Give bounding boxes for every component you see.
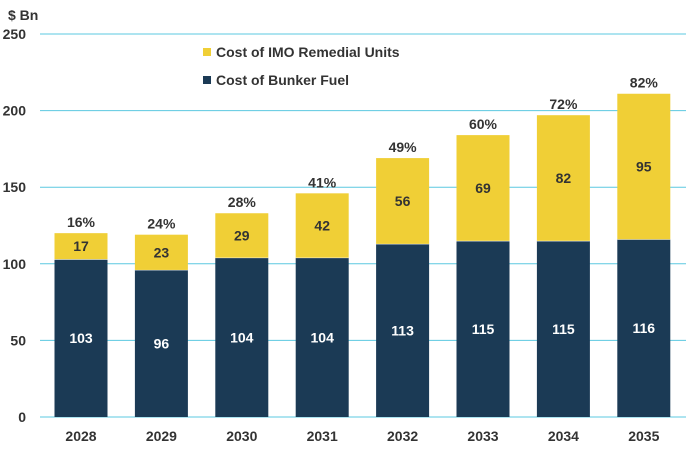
bar-bunker-fuel bbox=[376, 243, 430, 417]
data-label-percent: 16% bbox=[67, 214, 96, 230]
data-label-percent: 41% bbox=[308, 174, 337, 190]
data-label-bunker-fuel: 116 bbox=[633, 320, 656, 336]
bar-bunker-fuel bbox=[295, 257, 349, 417]
data-label-imo-remedial-units: 69 bbox=[475, 180, 491, 196]
bars: 103 17 16% 96 23 24% 104 29 28% 104 42 41% 113 56 49% 1… bbox=[54, 75, 671, 417]
x-tick-label: 2033 bbox=[467, 428, 498, 444]
x-tick-label: 2032 bbox=[387, 428, 418, 444]
y-tick-label: 200 bbox=[3, 103, 27, 119]
y-axis-unit-label: $ Bn bbox=[8, 7, 38, 23]
bar-imo-remedial-units bbox=[456, 135, 510, 241]
y-tick-label: 0 bbox=[18, 409, 26, 425]
bar-bunker-fuel bbox=[617, 239, 671, 417]
data-label-bunker-fuel: 104 bbox=[230, 329, 254, 345]
bar-imo-remedial-units bbox=[215, 213, 269, 258]
bar-bunker-fuel bbox=[215, 257, 269, 417]
data-label-percent: 28% bbox=[228, 194, 257, 210]
data-label-bunker-fuel: 115 bbox=[552, 321, 575, 337]
data-label-percent: 82% bbox=[630, 75, 659, 91]
y-tick-label: 250 bbox=[3, 26, 27, 42]
y-tick-label: 50 bbox=[10, 332, 26, 348]
x-tick-label: 2030 bbox=[226, 428, 257, 444]
y-axis-ticks: 0 50 100 150 200 250 bbox=[3, 26, 27, 425]
data-label-imo-remedial-units: 29 bbox=[234, 227, 250, 243]
data-label-percent: 24% bbox=[147, 216, 176, 232]
data-label-percent: 72% bbox=[549, 96, 578, 112]
x-tick-label: 2034 bbox=[548, 428, 579, 444]
y-tick-label: 150 bbox=[3, 179, 27, 195]
data-label-percent: 49% bbox=[389, 139, 418, 155]
bar-imo-remedial-units bbox=[617, 93, 671, 240]
data-label-bunker-fuel: 113 bbox=[391, 322, 414, 338]
x-tick-label: 2035 bbox=[628, 428, 659, 444]
data-label-bunker-fuel: 103 bbox=[69, 330, 93, 346]
data-label-imo-remedial-units: 23 bbox=[154, 244, 170, 260]
bar-bunker-fuel bbox=[456, 240, 510, 417]
legend-swatch bbox=[203, 76, 211, 84]
data-label-imo-remedial-units: 17 bbox=[73, 238, 89, 254]
data-label-imo-remedial-units: 82 bbox=[556, 170, 572, 186]
data-label-bunker-fuel: 115 bbox=[472, 321, 495, 337]
bar-imo-remedial-units bbox=[376, 158, 430, 244]
bar-bunker-fuel bbox=[54, 259, 108, 417]
x-axis-ticks: 2028 2029 2030 2031 2032 2033 2034 2035 bbox=[65, 428, 659, 444]
legend-label: Cost of Bunker Fuel bbox=[216, 72, 349, 88]
data-label-imo-remedial-units: 95 bbox=[636, 159, 652, 175]
bar-bunker-fuel bbox=[536, 240, 590, 417]
data-label-bunker-fuel: 104 bbox=[311, 329, 335, 345]
x-tick-label: 2031 bbox=[307, 428, 338, 444]
x-tick-label: 2029 bbox=[146, 428, 177, 444]
bar-imo-remedial-units bbox=[54, 233, 108, 260]
data-label-bunker-fuel: 96 bbox=[154, 335, 170, 351]
data-label-imo-remedial-units: 42 bbox=[314, 218, 330, 234]
x-tick-label: 2028 bbox=[65, 428, 96, 444]
bar-bunker-fuel bbox=[134, 269, 188, 417]
legend-label: Cost of IMO Remedial Units bbox=[216, 44, 400, 60]
bar-imo-remedial-units bbox=[295, 193, 349, 258]
bar-imo-remedial-units bbox=[134, 234, 188, 270]
bar-imo-remedial-units bbox=[536, 115, 590, 241]
data-label-imo-remedial-units: 56 bbox=[395, 193, 411, 209]
legend-swatch bbox=[203, 48, 211, 56]
y-tick-label: 100 bbox=[3, 256, 27, 272]
data-label-percent: 60% bbox=[469, 116, 498, 132]
legend: Cost of IMO Remedial Units Cost of Bunker… bbox=[203, 44, 400, 88]
